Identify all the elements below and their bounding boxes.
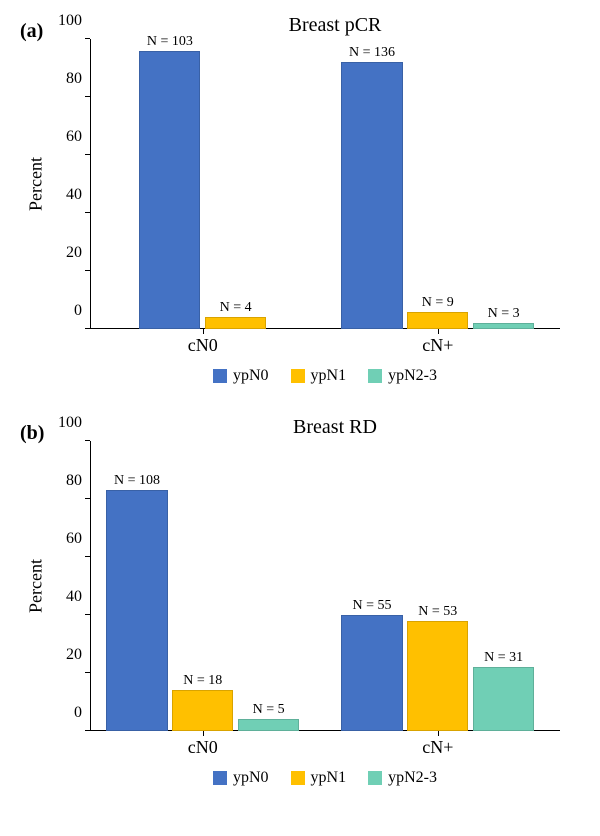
chart-a-ytick-label: 100 xyxy=(58,12,82,30)
chart-a-ylabel: Percent xyxy=(26,157,47,211)
chart-b-ytick-label: 40 xyxy=(66,588,82,606)
chart-b-bar: N = 55 xyxy=(341,615,402,731)
chart-b-xtick xyxy=(438,731,439,736)
chart-a-ytick-label: 20 xyxy=(66,244,82,262)
chart-b-ytick xyxy=(85,498,90,499)
chart-a-xtick xyxy=(203,329,204,334)
chart-b-ytick-label: 60 xyxy=(66,530,82,548)
chart-a-bar: N = 103 xyxy=(139,51,200,329)
chart-a-ytick xyxy=(85,212,90,213)
chart-a-bar-label: N = 3 xyxy=(488,306,520,322)
chart-a-ytick-label: 60 xyxy=(66,128,82,146)
chart-b-bar-label: N = 108 xyxy=(114,473,160,489)
chart-a-bar-label: N = 4 xyxy=(220,300,252,316)
panel-b-tag: (b) xyxy=(20,422,44,445)
chart-b-legend-label: ypN2-3 xyxy=(388,769,437,787)
chart-a-legend-swatch xyxy=(291,369,305,383)
chart-b-legend: ypN0 ypN1 ypN2-3 xyxy=(90,765,560,791)
chart-b-ylabel: Percent xyxy=(26,559,47,613)
chart-a-bar: N = 3 xyxy=(473,323,534,329)
chart-b-legend-label: ypN1 xyxy=(311,769,347,787)
chart-a-legend-label: ypN1 xyxy=(311,367,347,385)
chart-a-legend-label: ypN2-3 xyxy=(388,367,437,385)
chart-b-xtick xyxy=(203,731,204,736)
chart-a-bar-label: N = 103 xyxy=(147,34,193,50)
chart-b-bar-label: N = 53 xyxy=(418,604,457,620)
chart-a-frame: Percent N = 103N = 4N = 136N = 9N = 3 02… xyxy=(90,39,560,329)
chart-a-legend: ypN0 ypN1 ypN2-3 xyxy=(90,363,560,389)
chart-a-ytick-label: 40 xyxy=(66,186,82,204)
chart-b-legend-item: ypN1 xyxy=(291,769,347,787)
chart-a-legend-swatch xyxy=(368,369,382,383)
chart-a-bar-label: N = 136 xyxy=(349,45,395,61)
chart-b-bar-label: N = 18 xyxy=(183,673,222,689)
chart-b-category-label: cN+ xyxy=(422,737,453,758)
chart-b-ytick xyxy=(85,440,90,441)
chart-a-category-label: cN0 xyxy=(188,335,218,356)
chart-b-legend-swatch xyxy=(368,771,382,785)
chart-b-bar: N = 5 xyxy=(238,719,299,731)
chart-b-bar-label: N = 5 xyxy=(253,702,285,718)
chart-b-bar: N = 31 xyxy=(473,667,534,731)
chart-b-legend-item: ypN2-3 xyxy=(368,769,437,787)
chart-a-ytick xyxy=(85,328,90,329)
chart-b-ytick xyxy=(85,672,90,673)
chart-b-bar-label: N = 31 xyxy=(484,650,523,666)
chart-b-legend-label: ypN0 xyxy=(233,769,269,787)
panel-a-tag: (a) xyxy=(20,20,43,43)
chart-a-ytick xyxy=(85,154,90,155)
chart-a-bar: N = 4 xyxy=(205,317,266,329)
chart-a-ytick xyxy=(85,38,90,39)
chart-b-bar: N = 53 xyxy=(407,621,468,731)
chart-b-ytick-label: 0 xyxy=(74,704,82,722)
chart-a-bar: N = 136 xyxy=(341,62,402,329)
chart-a-legend-item: ypN2-3 xyxy=(368,367,437,385)
chart-a-plot: N = 103 N = 4 N = 136 N = 9 N = 3 xyxy=(90,39,560,329)
chart-b-ytick-label: 80 xyxy=(66,472,82,490)
chart-panel-b: (b) Breast RD Percent N = 108N = 18N = 5… xyxy=(20,416,580,836)
chart-a-ytick xyxy=(85,270,90,271)
chart-b-category-label: cN0 xyxy=(188,737,218,758)
chart-a-category-label: cN+ xyxy=(422,335,453,356)
chart-b-bar: N = 108 xyxy=(106,490,167,731)
chart-b-legend-item: ypN0 xyxy=(213,769,269,787)
chart-a-legend-item: ypN1 xyxy=(291,367,347,385)
chart-b-ytick-label: 100 xyxy=(58,414,82,432)
chart-b-ytick xyxy=(85,614,90,615)
chart-b-ytick-label: 20 xyxy=(66,646,82,664)
chart-a-ytick-label: 80 xyxy=(66,70,82,88)
chart-b-plot: N = 108N = 18N = 5N = 55N = 53N = 31 xyxy=(90,441,560,731)
chart-b-ytick xyxy=(85,730,90,731)
chart-b-bar-label: N = 55 xyxy=(352,598,391,614)
chart-panel-a: (a) Breast pCR Percent N = 103N = 4N = 1… xyxy=(20,14,580,412)
chart-a-ytick-label: 0 xyxy=(74,302,82,320)
chart-b-ytick xyxy=(85,556,90,557)
chart-b-bar: N = 18 xyxy=(172,690,233,731)
chart-b-frame: Percent N = 108N = 18N = 5N = 55N = 53N … xyxy=(90,441,560,731)
chart-a-title: Breast pCR xyxy=(20,14,580,37)
chart-a-bar-label: N = 9 xyxy=(422,295,454,311)
chart-a-legend-label: ypN0 xyxy=(233,367,269,385)
chart-a-xtick xyxy=(438,329,439,334)
chart-a-bar: N = 9 xyxy=(407,312,468,329)
chart-b-legend-swatch xyxy=(291,771,305,785)
chart-a-legend-swatch xyxy=(213,369,227,383)
chart-b-title: Breast RD xyxy=(20,416,580,439)
chart-a-ytick xyxy=(85,96,90,97)
chart-a-legend-item: ypN0 xyxy=(213,367,269,385)
chart-b-legend-swatch xyxy=(213,771,227,785)
